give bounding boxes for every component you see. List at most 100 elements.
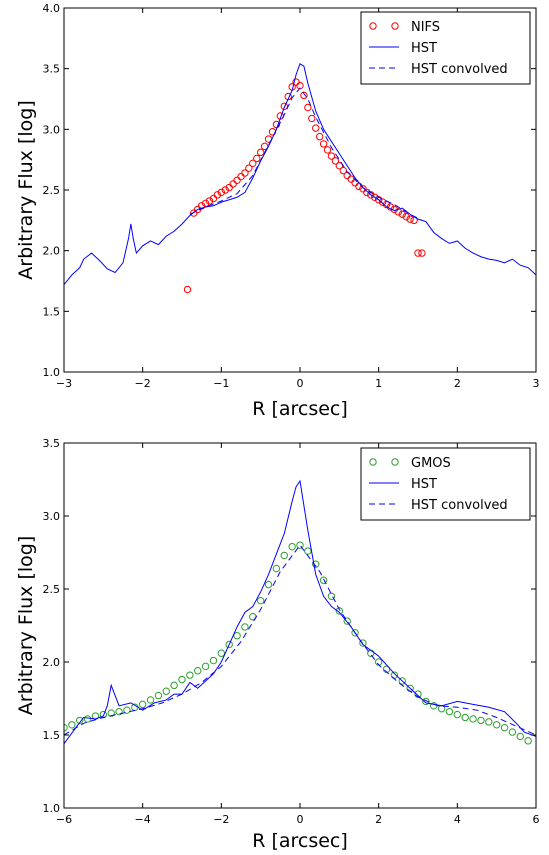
x-axis-label: R [arcsec]: [252, 398, 348, 420]
data-point: [492, 721, 501, 729]
data-point: [477, 716, 485, 725]
data-point: [272, 564, 281, 573]
y-tick-label: 1.0: [43, 802, 61, 815]
data-point: [170, 681, 178, 690]
data-point: [422, 697, 430, 706]
data-point: [83, 715, 92, 723]
data-point: [213, 191, 222, 199]
legend-label: GMOS: [411, 456, 451, 471]
data-point: [209, 656, 218, 665]
y-tick-label: 1.0: [43, 366, 61, 379]
data-point: [300, 91, 308, 100]
legend-entry: HST convolved: [369, 498, 508, 513]
data-point: [225, 183, 233, 192]
data-point: [516, 732, 524, 741]
data-point: [292, 78, 300, 86]
data-point: [304, 547, 312, 555]
legend-entry: GMOS: [369, 456, 451, 471]
legend-label: HST: [411, 41, 437, 56]
legend-label: HST convolved: [411, 498, 508, 513]
data-point: [264, 580, 273, 589]
x-tick-label: −1: [213, 377, 229, 390]
legend-marker: [391, 22, 399, 30]
data-point: [469, 715, 477, 723]
y-tick-label: 3.5: [43, 437, 61, 450]
series-line: [64, 63, 536, 285]
x-tick-label: −6: [56, 813, 72, 826]
plot-area: [64, 63, 536, 294]
data-point: [253, 154, 261, 163]
legend-marker: [391, 458, 399, 466]
legend-label: HST: [411, 477, 437, 492]
data-point: [233, 176, 241, 184]
x-tick-label: 1: [375, 377, 382, 390]
data-point: [237, 172, 245, 181]
data-point: [485, 718, 493, 726]
data-point: [280, 551, 288, 560]
data-point: [186, 671, 194, 679]
series-line: [64, 544, 536, 736]
data-point: [398, 677, 406, 685]
legend: NIFS HST HST convolved: [360, 11, 531, 85]
x-tick-label: −2: [135, 377, 151, 390]
y-tick-label: 3.0: [43, 510, 61, 523]
data-point: [347, 175, 355, 183]
data-point: [64, 724, 68, 732]
data-point: [217, 649, 226, 657]
data-point: [221, 186, 229, 194]
data-point: [256, 596, 265, 605]
series-hst-convolved: [64, 544, 536, 736]
data-point: [146, 696, 155, 704]
data-point: [331, 157, 340, 165]
legend-entry: NIFS: [369, 20, 440, 35]
legend-label: NIFS: [411, 20, 440, 35]
data-point: [308, 114, 316, 123]
data-point: [508, 728, 517, 736]
data-point: [319, 576, 328, 584]
series-hst: [64, 479, 536, 745]
data-point: [312, 124, 320, 132]
data-point: [359, 639, 367, 647]
data-point: [327, 592, 336, 600]
data-point: [260, 142, 269, 151]
data-point: [398, 210, 406, 218]
data-point: [183, 285, 192, 294]
series-line: [64, 479, 536, 745]
data-point: [312, 560, 320, 568]
legend-box: [360, 447, 531, 521]
data-point: [245, 164, 253, 172]
x-tick-label: −2: [213, 813, 229, 826]
series-nifs: [183, 78, 426, 294]
data-point: [445, 707, 454, 716]
legend: GMOS HST HST convolved: [360, 447, 531, 521]
x-tick-label: 2: [375, 813, 382, 826]
data-point: [241, 623, 249, 631]
data-point: [335, 607, 344, 615]
data-point: [256, 148, 265, 157]
plot-area: [64, 479, 536, 745]
legend-marker: [369, 22, 377, 30]
data-point: [225, 640, 233, 649]
data-point: [402, 212, 410, 221]
legend-entry: HST: [369, 41, 437, 56]
data-point: [217, 188, 226, 197]
y-tick-label: 2.0: [43, 656, 61, 669]
x-axis-label: R [arcsec]: [252, 830, 348, 852]
data-point: [343, 171, 351, 180]
data-point: [123, 706, 131, 714]
y-tick-label: 1.5: [43, 729, 61, 742]
x-tick-label: 0: [297, 813, 304, 826]
data-point: [154, 691, 163, 700]
data-point: [323, 146, 332, 154]
series-hst: [64, 63, 536, 285]
legend-box: [360, 11, 531, 85]
data-point: [249, 159, 257, 168]
x-tick-label: 3: [533, 377, 540, 390]
data-point: [194, 667, 202, 675]
data-point: [394, 208, 403, 216]
series-line: [189, 87, 423, 221]
data-point: [327, 152, 336, 160]
data-point: [335, 162, 344, 170]
y-tick-label: 4.0: [43, 2, 61, 15]
data-point: [304, 103, 312, 112]
